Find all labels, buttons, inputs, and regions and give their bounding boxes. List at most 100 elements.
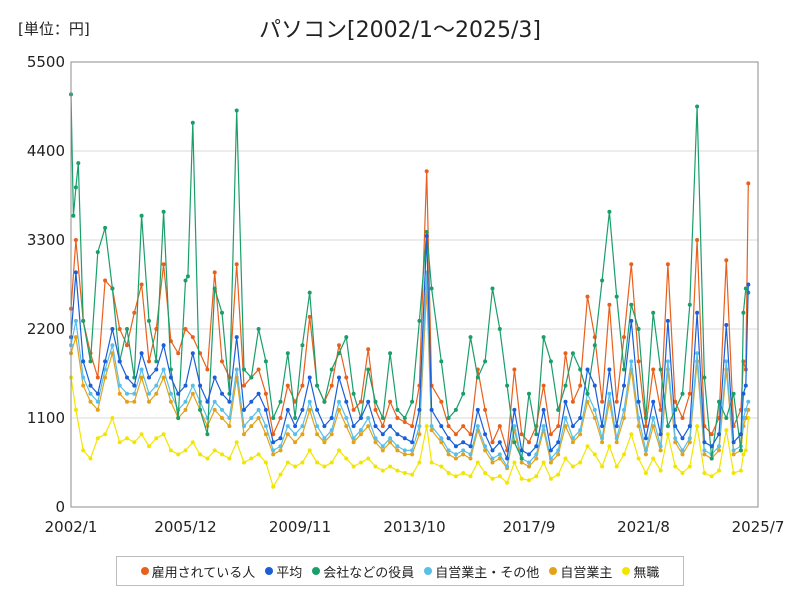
data-point — [103, 359, 108, 364]
data-point — [125, 399, 129, 404]
data-point — [271, 452, 276, 457]
data-point — [687, 440, 692, 445]
data-point — [388, 464, 393, 469]
data-point — [446, 448, 451, 453]
data-point — [395, 448, 400, 453]
data-point — [81, 375, 86, 380]
data-point — [429, 428, 434, 433]
data-point — [263, 407, 268, 412]
data-point — [702, 448, 707, 453]
data-point — [278, 444, 283, 449]
data-point — [741, 391, 746, 396]
data-point — [366, 424, 371, 429]
data-point — [741, 310, 746, 315]
data-point — [293, 416, 298, 420]
data-point — [337, 375, 341, 380]
data-point — [548, 476, 553, 481]
data-point — [534, 432, 539, 437]
data-point — [300, 407, 305, 412]
data-point — [380, 468, 385, 473]
data-point — [695, 310, 700, 315]
data-point — [497, 424, 502, 429]
data-point — [337, 448, 341, 453]
data-point — [673, 440, 678, 445]
data-point — [117, 359, 122, 364]
data-point — [285, 424, 290, 429]
data-point — [709, 432, 714, 437]
data-point — [497, 327, 502, 331]
y-tick-label: 0 — [55, 498, 65, 516]
data-point — [622, 383, 626, 388]
data-point — [300, 383, 305, 388]
data-point — [592, 343, 597, 348]
data-point — [534, 456, 539, 461]
data-point — [220, 359, 224, 364]
data-point — [176, 351, 181, 356]
data-point — [512, 367, 517, 372]
data-point — [410, 452, 415, 457]
data-point — [402, 448, 407, 453]
data-point — [548, 359, 553, 364]
data-point — [263, 359, 268, 364]
data-point — [695, 104, 700, 109]
data-point — [358, 399, 363, 404]
data-point — [541, 460, 546, 465]
data-point — [658, 468, 663, 473]
data-point — [307, 448, 312, 453]
data-point — [95, 407, 100, 412]
data-point — [556, 440, 561, 445]
data-point — [680, 452, 685, 457]
data-point — [490, 456, 495, 461]
data-point — [746, 399, 751, 404]
data-point — [731, 471, 736, 475]
data-point — [373, 424, 378, 429]
data-point — [483, 471, 488, 475]
data-point — [687, 436, 692, 441]
y-tick-label: 5500 — [27, 53, 65, 71]
data-point — [541, 383, 546, 388]
data-point — [293, 424, 298, 429]
data-point — [95, 391, 100, 396]
data-point — [527, 391, 531, 396]
data-point — [607, 444, 612, 449]
data-point — [329, 367, 334, 372]
data-point — [322, 436, 327, 441]
data-point — [278, 399, 283, 404]
data-point — [168, 375, 173, 380]
data-point — [263, 432, 268, 437]
data-point — [614, 424, 619, 429]
data-point — [527, 440, 531, 445]
data-point — [315, 383, 320, 388]
data-point — [570, 351, 575, 356]
data-point — [220, 416, 224, 420]
data-point — [256, 327, 261, 331]
data-point — [410, 424, 415, 429]
data-point — [743, 448, 748, 453]
data-point — [76, 161, 81, 166]
legend-item: 自営業主・その他 — [424, 562, 539, 581]
data-point — [395, 432, 400, 437]
data-point — [563, 383, 568, 388]
data-point — [73, 270, 78, 275]
data-point — [183, 278, 188, 283]
data-point — [578, 383, 583, 388]
data-point — [344, 399, 349, 404]
data-point — [242, 367, 246, 372]
data-point — [388, 440, 393, 445]
data-point — [556, 424, 561, 429]
data-point — [285, 351, 290, 356]
data-point — [117, 383, 122, 388]
data-point — [185, 274, 190, 279]
legend: 雇用されている人 平均 会社などの役員 自営業主・その他 自営業主 無職 — [116, 556, 684, 586]
data-point — [337, 351, 341, 356]
data-point — [578, 416, 583, 420]
data-point — [366, 416, 371, 420]
data-point — [453, 432, 458, 437]
data-point — [578, 460, 583, 465]
data-point — [337, 399, 341, 404]
data-point — [212, 407, 217, 412]
data-point — [592, 416, 597, 420]
legend-marker — [265, 567, 274, 575]
data-point — [468, 432, 473, 437]
data-point — [380, 432, 385, 437]
